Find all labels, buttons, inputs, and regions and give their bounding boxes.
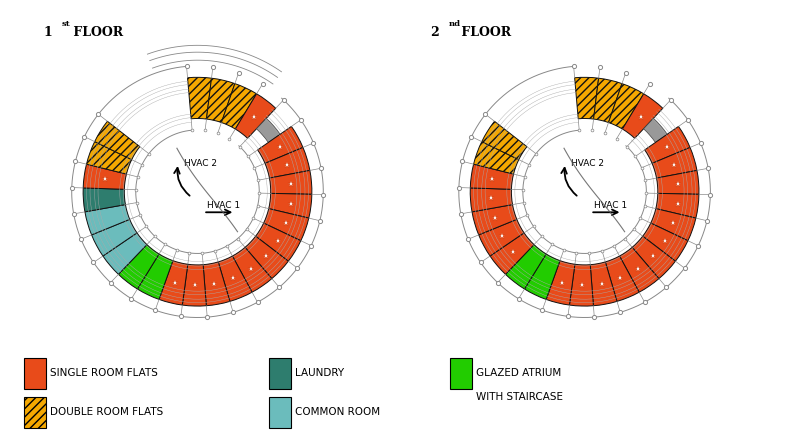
Bar	[450, 358, 472, 389]
Wedge shape	[525, 254, 560, 300]
Wedge shape	[593, 78, 622, 123]
Wedge shape	[590, 262, 617, 306]
Wedge shape	[619, 247, 659, 292]
Wedge shape	[652, 147, 697, 178]
Text: 2: 2	[431, 26, 439, 39]
Wedge shape	[570, 264, 593, 306]
Wedge shape	[203, 262, 230, 306]
Wedge shape	[574, 77, 599, 119]
Wedge shape	[265, 147, 310, 178]
Wedge shape	[656, 170, 699, 194]
Text: FLOOR: FLOOR	[70, 26, 123, 39]
Wedge shape	[643, 223, 688, 261]
Wedge shape	[95, 121, 140, 160]
Wedge shape	[506, 245, 546, 289]
Bar	[24, 397, 46, 428]
Wedge shape	[235, 94, 276, 138]
Bar	[269, 358, 291, 389]
Wedge shape	[645, 126, 690, 164]
Wedge shape	[472, 204, 517, 235]
Wedge shape	[86, 142, 132, 174]
Wedge shape	[470, 188, 513, 212]
Wedge shape	[490, 233, 534, 274]
Text: HVAC 2: HVAC 2	[184, 159, 216, 167]
Bar	[269, 397, 291, 428]
Wedge shape	[644, 118, 668, 143]
Wedge shape	[470, 164, 514, 189]
Wedge shape	[623, 94, 663, 138]
Text: 1: 1	[43, 26, 52, 39]
Wedge shape	[92, 219, 137, 256]
Wedge shape	[245, 236, 288, 279]
Text: HVAC 2: HVAC 2	[571, 159, 604, 167]
Wedge shape	[258, 126, 303, 164]
Bar	[24, 358, 46, 389]
Wedge shape	[118, 245, 159, 289]
Wedge shape	[137, 254, 173, 300]
Text: st: st	[62, 20, 70, 28]
Wedge shape	[632, 236, 675, 279]
Text: SINGLE ROOM FLATS: SINGLE ROOM FLATS	[50, 368, 158, 378]
Wedge shape	[608, 84, 644, 129]
Text: nd: nd	[449, 20, 461, 28]
Wedge shape	[269, 170, 312, 194]
Wedge shape	[232, 247, 272, 292]
Wedge shape	[473, 142, 519, 174]
Wedge shape	[479, 219, 524, 256]
Wedge shape	[546, 261, 575, 305]
Wedge shape	[264, 208, 309, 241]
Text: LAUNDRY: LAUNDRY	[295, 368, 344, 378]
Text: COMMON ROOM: COMMON ROOM	[295, 408, 380, 417]
Text: GLAZED ATRIUM: GLAZED ATRIUM	[476, 368, 562, 378]
Wedge shape	[206, 78, 235, 123]
Text: DOUBLE ROOM FLATS: DOUBLE ROOM FLATS	[50, 408, 163, 417]
Text: WITH STAIRCASE: WITH STAIRCASE	[476, 392, 563, 402]
Wedge shape	[83, 164, 126, 189]
Wedge shape	[83, 188, 126, 212]
Wedge shape	[269, 194, 312, 218]
Wedge shape	[256, 223, 301, 261]
Wedge shape	[482, 121, 527, 160]
Text: FLOOR: FLOOR	[457, 26, 510, 39]
Wedge shape	[656, 194, 699, 218]
Wedge shape	[85, 204, 130, 235]
Wedge shape	[159, 261, 188, 305]
Wedge shape	[221, 84, 257, 129]
Text: HVAC 1: HVAC 1	[594, 201, 627, 210]
Wedge shape	[605, 256, 639, 301]
Wedge shape	[218, 256, 252, 301]
Text: HVAC 1: HVAC 1	[207, 201, 240, 210]
Wedge shape	[103, 233, 147, 274]
Wedge shape	[651, 208, 696, 241]
Wedge shape	[257, 118, 280, 143]
Wedge shape	[187, 77, 212, 119]
Wedge shape	[182, 264, 206, 306]
